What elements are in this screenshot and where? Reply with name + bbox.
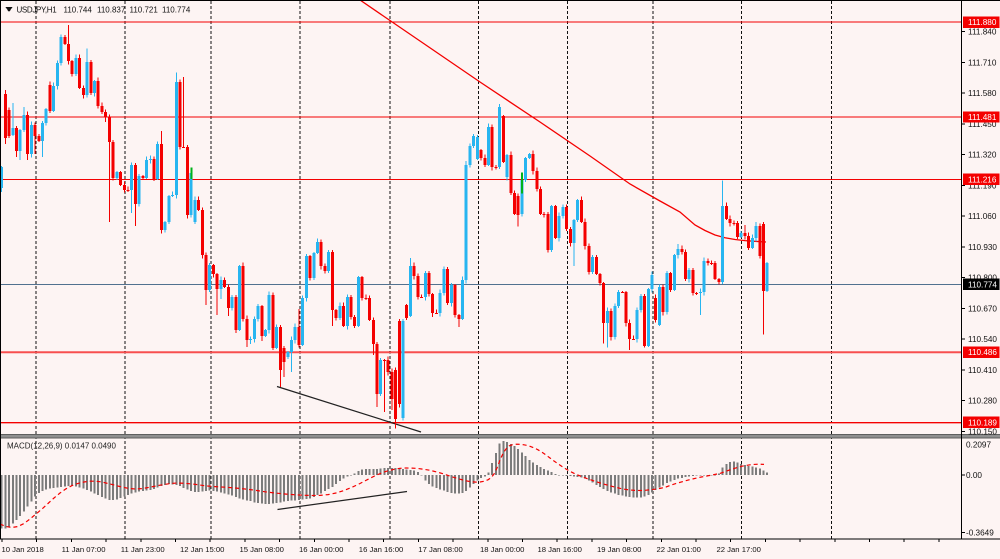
svg-text:111.481: 111.481 [968,113,997,122]
svg-text:110.189: 110.189 [968,418,997,427]
svg-text:110.774: 110.774 [968,280,997,289]
svg-text:0.2097: 0.2097 [966,441,991,450]
svg-text:111.190: 111.190 [968,181,997,190]
svg-text:17 Jan 08:00: 17 Jan 08:00 [418,545,462,554]
svg-text:110.670: 110.670 [968,304,997,313]
svg-text:12 Jan 15:00: 12 Jan 15:00 [180,545,224,554]
svg-text:111.840: 111.840 [968,28,997,37]
svg-text:16 Jan 00:00: 16 Jan 00:00 [299,545,343,554]
svg-text:110.280: 110.280 [968,397,997,406]
svg-text:110.930: 110.930 [968,243,997,252]
svg-text:111.880: 111.880 [968,18,997,27]
svg-text:110.800: 110.800 [968,274,997,283]
svg-text:110.410: 110.410 [968,366,997,375]
svg-text:111.450: 111.450 [968,120,997,129]
svg-text:111.580: 111.580 [968,89,997,98]
svg-text:111.216: 111.216 [968,175,997,184]
svg-text:22 Jan 17:00: 22 Jan 17:00 [717,545,761,554]
svg-text:110.540: 110.540 [968,335,997,344]
svg-text:110.721: 110.721 [130,5,159,14]
svg-text:18 Jan 16:00: 18 Jan 16:00 [538,545,582,554]
svg-text:111.060: 111.060 [968,212,997,221]
svg-text:15 Jan 08:00: 15 Jan 08:00 [240,545,284,554]
svg-text:110.774: 110.774 [162,5,191,14]
svg-text:110.486: 110.486 [968,348,997,357]
svg-text:22 Jan 01:00: 22 Jan 01:00 [657,545,701,554]
svg-text:19 Jan 08:00: 19 Jan 08:00 [597,545,641,554]
svg-text:110.837: 110.837 [97,5,126,14]
svg-text:110.744: 110.744 [64,5,93,14]
svg-text:-0.3649: -0.3649 [966,529,994,538]
svg-text:16 Jan 16:00: 16 Jan 16:00 [359,545,403,554]
svg-text:110.150: 110.150 [968,427,997,436]
svg-text:18 Jan 00:00: 18 Jan 00:00 [480,545,524,554]
svg-text:111.710: 111.710 [968,58,997,67]
svg-text:0.00: 0.00 [966,471,982,480]
svg-text:MACD(12,26,9) 0.0147 0.0490: MACD(12,26,9) 0.0147 0.0490 [7,442,117,451]
svg-text:10 Jan 2018: 10 Jan 2018 [2,545,44,554]
svg-text:11 Jan 07:00: 11 Jan 07:00 [62,545,106,554]
svg-text:111.320: 111.320 [968,151,997,160]
svg-text:11 Jan 23:00: 11 Jan 23:00 [121,545,165,554]
svg-text:USDJPY,H1: USDJPY,H1 [17,5,58,14]
